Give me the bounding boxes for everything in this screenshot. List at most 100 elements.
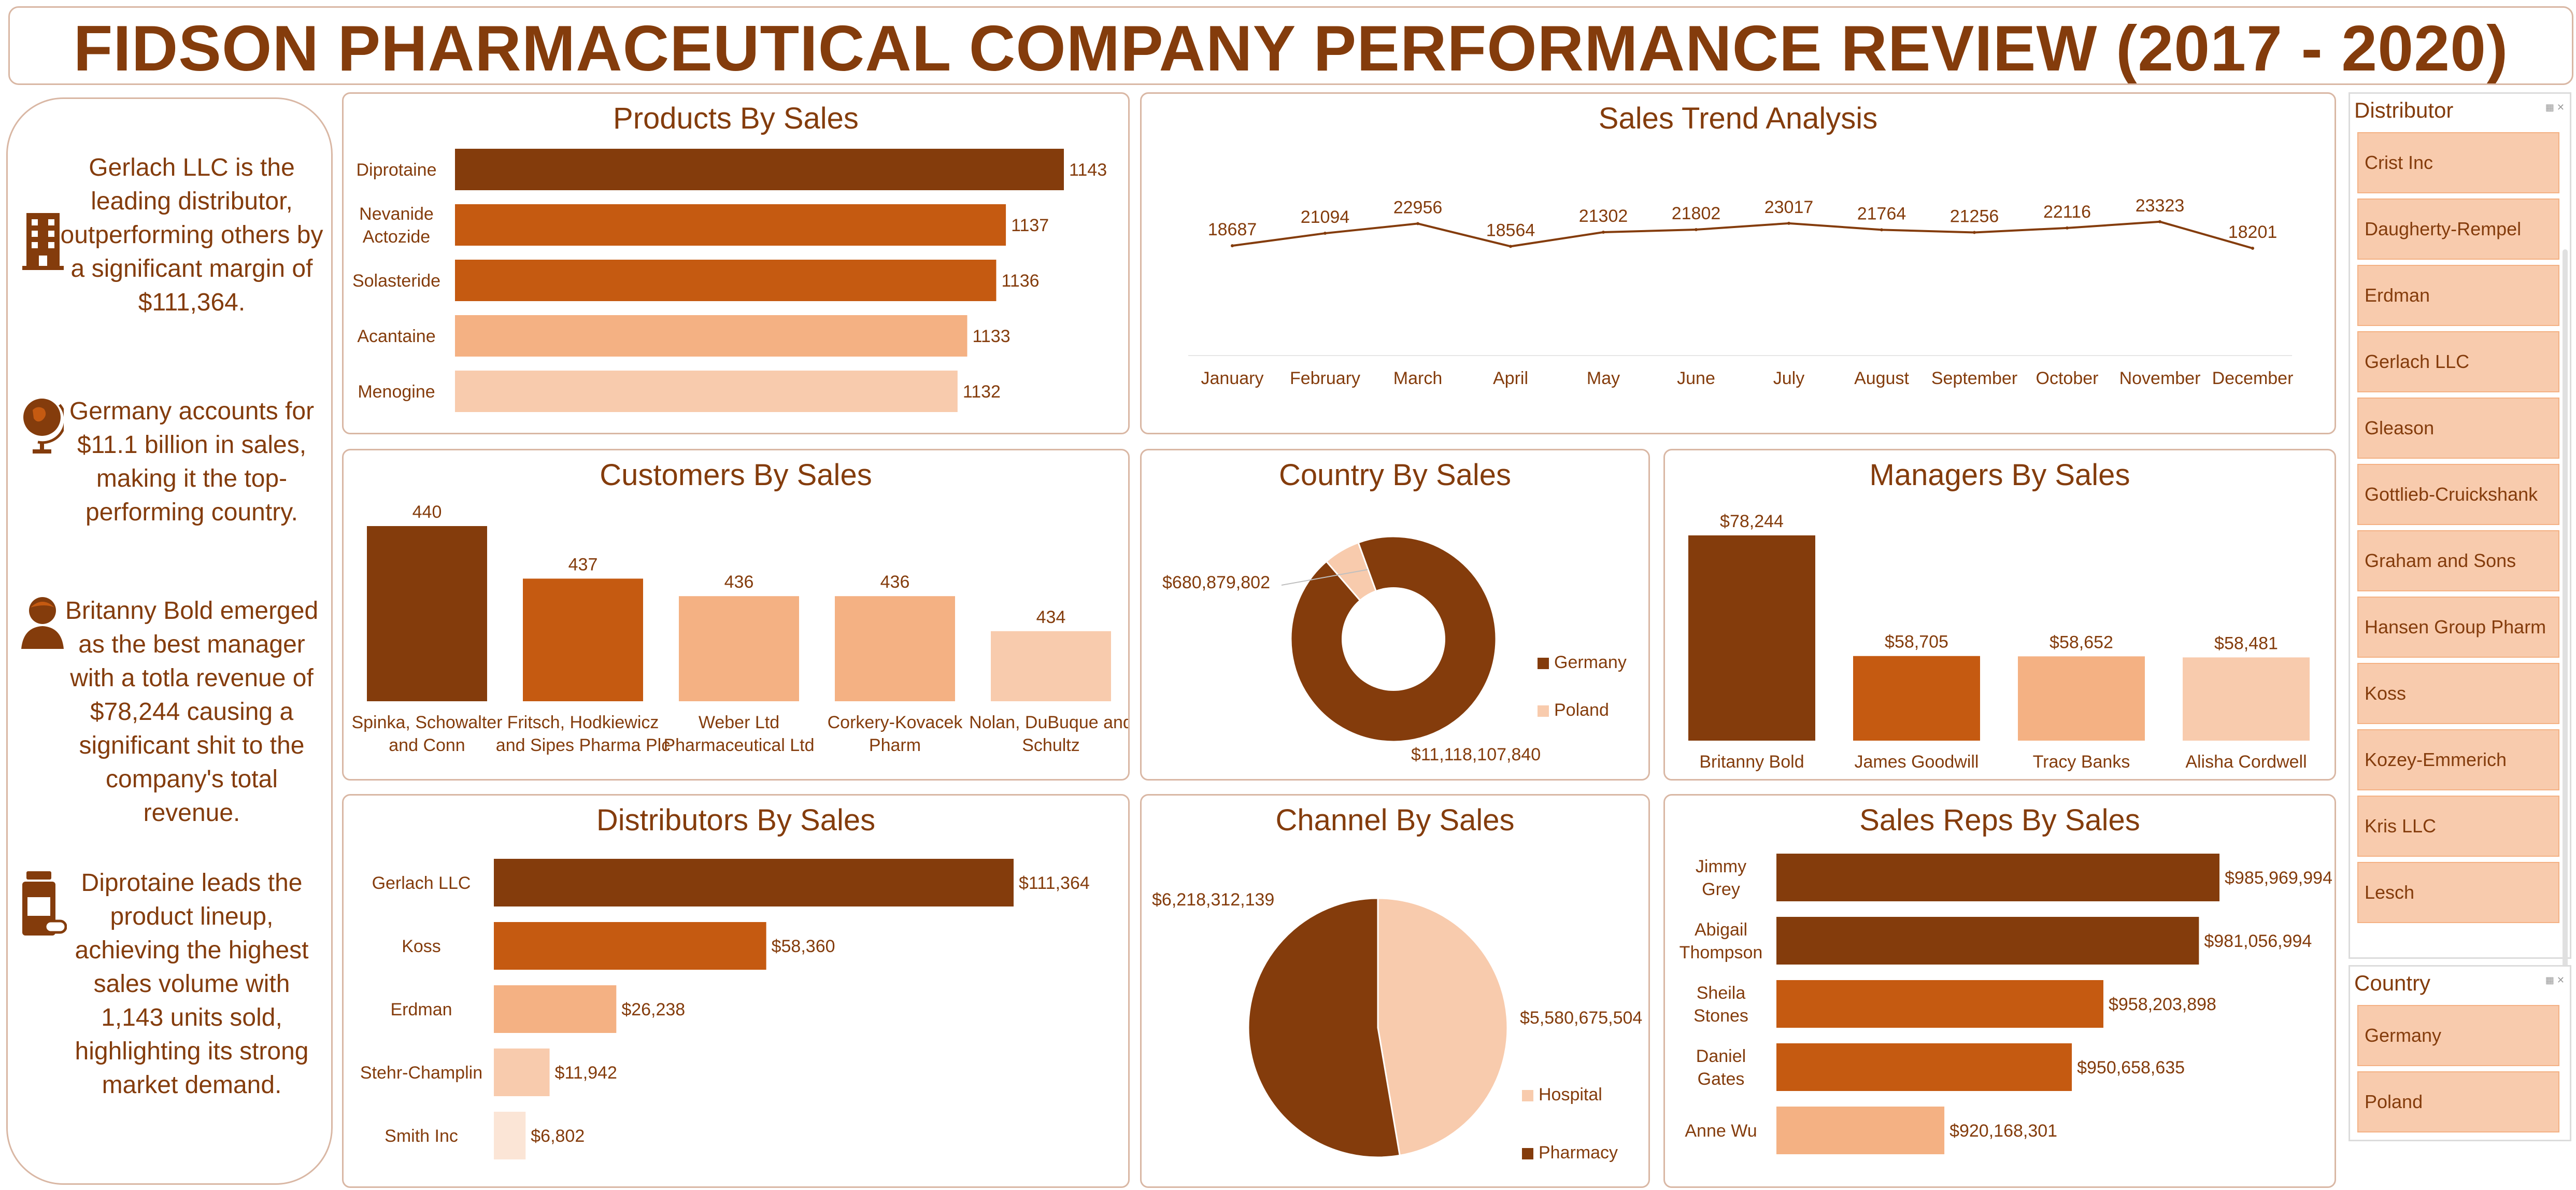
slicer-item-crist-inc[interactable]: Crist Inc (2357, 132, 2559, 193)
bar (455, 204, 1006, 246)
managers-by-sales-panel: Managers By Sales $78,244 Britanny Bold $5… (1663, 449, 2336, 781)
bar-data-label: $26,238 (621, 1000, 685, 1019)
bar-data-label: 436 (880, 572, 910, 592)
trend-data-label: 23323 (2136, 196, 2185, 216)
slice-data-label: $11,118,107,840 (1411, 745, 1541, 764)
distributor-slicer-scrollbar[interactable] (2563, 249, 2568, 985)
distributors-chart-title: Distributors By Sales (596, 803, 876, 837)
bar (455, 315, 967, 357)
distributor-slicer-title: Distributor (2354, 98, 2454, 122)
bar-data-label: $78,244 (1720, 512, 1784, 531)
bar-data-label: $58,481 (2214, 633, 2278, 653)
country-slicer[interactable]: Country ▦ ✕ Germany Poland (2349, 965, 2571, 1141)
legend-label: Germany (1554, 653, 1627, 672)
customers-chart-title: Customers By Sales (600, 458, 872, 492)
trend-point (1231, 244, 1234, 248)
trend-point (2158, 220, 2161, 223)
products-bar-chart: Diprotaine 1143 Nevanide Actozide 1137 Solast… (352, 149, 1107, 412)
slicer-item-poland[interactable]: Poland (2357, 1071, 2559, 1132)
slicer-item-erdman[interactable]: Erdman (2357, 265, 2559, 326)
bar (367, 526, 487, 701)
slicer-item-gottlieb-cruickshank[interactable]: Gottlieb-Cruickshank (2357, 464, 2559, 525)
slicer-item-daugherty-rempel[interactable]: Daugherty-Rempel (2357, 199, 2559, 260)
bar-category-label: Acantaine (357, 327, 435, 346)
distributor-slicer[interactable]: Distributor ▦ ✕ Crist Inc Daugherty-Rempe… (2349, 92, 2571, 985)
trend-point (2066, 226, 2069, 230)
insight-item: Britanny Bold emerged as the best manage… (13, 594, 328, 843)
managers-chart-title: Managers By Sales (1869, 458, 2130, 492)
slice-data-label: $5,580,675,504 (1520, 1008, 1642, 1028)
customers-bar-chart: 440 Spinka, Schowalter and Conn 437 Fritsch,… (351, 502, 1130, 755)
slicer-item-gerlach-llc[interactable]: Gerlach LLC (2357, 331, 2559, 392)
slice-data-label: $680,879,802 (1162, 573, 1270, 592)
country-slicer-title: Country (2354, 971, 2431, 995)
bar-data-label: $985,969,994 (2225, 868, 2332, 888)
bar-data-label: $58,705 (1885, 632, 1948, 652)
pie-slice (1247, 897, 1401, 1158)
country-chart-title: Country By Sales (1278, 458, 1512, 492)
globe-icon (23, 399, 64, 454)
bar-category-label: Smith Inc (385, 1126, 458, 1146)
trend-data-label: 21802 (1672, 204, 1721, 223)
trend-month-label: November (2119, 369, 2201, 388)
trend-data-label: 22956 (1393, 197, 1443, 217)
bar-data-label: $111,364 (1019, 873, 1090, 893)
slicer-item-germany[interactable]: Germany (2357, 1005, 2559, 1066)
salesreps-chart-title: Sales Reps By Sales (1859, 803, 2140, 837)
bar-category-label: Abigail Thompson (1680, 920, 1763, 962)
trend-data-label: 21256 (1950, 206, 1999, 226)
legend-label: Pharmacy (1539, 1143, 1618, 1163)
products-by-sales-panel: Products By Sales Diprotaine 1143 Nevanide… (342, 92, 1130, 434)
bar-category-label: Solasteride (352, 271, 440, 291)
bar-category-label: Britanny Bold (1699, 752, 1804, 772)
slicer-item-graham-and-sons[interactable]: Graham and Sons (2357, 530, 2559, 591)
clear-filter-icon[interactable]: ▦ ✕ (2545, 975, 2565, 985)
slicer-item-kozey-emmerich[interactable]: Kozey-Emmerich (2357, 729, 2559, 790)
pill-bottle-icon (22, 871, 67, 936)
bar-category-label: Corkery-Kovacek Pharm (828, 713, 963, 755)
bar-category-label: Anne Wu (1685, 1121, 1757, 1141)
trend-month-label: October (2036, 369, 2099, 388)
bar (1776, 854, 2219, 901)
legend-swatch (1522, 1148, 1533, 1159)
trend-data-label: 21302 (1579, 206, 1628, 226)
insight-item: Diprotaine leads the product lineup, ach… (13, 866, 328, 1115)
clear-filter-icon[interactable]: ▦ ✕ (2545, 102, 2565, 112)
bar (1776, 1107, 1945, 1154)
trend-point (1416, 222, 1419, 225)
bar-category-label: Nevanide Actozide (359, 204, 434, 247)
customers-by-sales-panel: Customers By Sales 440 Spinka, Schowalter… (342, 449, 1130, 781)
trend-month-label: August (1854, 369, 1909, 388)
slicer-item-koss[interactable]: Koss (2357, 663, 2559, 724)
slicer-item-gleason[interactable]: Gleason (2357, 398, 2559, 459)
insight-text: Britanny Bold emerged as the best manage… (65, 597, 319, 827)
bar-category-label: Nolan, DuBuque and Schultz (969, 713, 1130, 755)
bar-category-label: James Goodwill (1855, 752, 1979, 772)
channel-chart-title: Channel By Sales (1275, 803, 1515, 837)
trend-month-label: April (1493, 369, 1528, 388)
person-icon (21, 597, 64, 649)
bar (494, 1112, 526, 1159)
page-title: FIDSON PHARMACEUTICAL COMPANY PERFORMANC… (73, 13, 2509, 84)
legend-swatch (1538, 658, 1549, 669)
bar-category-label: Diprotaine (357, 160, 437, 180)
donut-hole (1342, 587, 1445, 691)
bar-data-label: 1133 (972, 327, 1010, 346)
slicer-item-lesch[interactable]: Lesch (2357, 862, 2559, 923)
bar (1853, 656, 1980, 741)
sales-trend-panel: Sales Trend Analysis 18687 January 21094 Fe… (1140, 92, 2336, 434)
managers-bar-chart: $78,244 Britanny Bold $58,705 James Goodwil… (1688, 512, 2310, 772)
slicer-item-kris-llc[interactable]: Kris LLC (2357, 796, 2559, 857)
bar (2018, 656, 2145, 741)
country-donut-chart: $680,879,802 $11,118,107,840 Germany Poland (1162, 535, 1627, 764)
bar-data-label: 1136 (1001, 271, 1039, 291)
trend-point (1509, 245, 1512, 248)
trend-chart-title: Sales Trend Analysis (1598, 102, 1878, 135)
distributors-by-sales-panel: Distributors By Sales Gerlach LLC $111,36… (342, 794, 1130, 1188)
trend-point (1695, 228, 1698, 231)
slicer-item-hansen-group-pharm[interactable]: Hansen Group Pharm (2357, 597, 2559, 658)
trend-data-label: 18564 (1486, 220, 1535, 240)
building-icon (22, 213, 64, 270)
trend-data-label: 18687 (1208, 220, 1257, 239)
bar (1776, 980, 2103, 1028)
